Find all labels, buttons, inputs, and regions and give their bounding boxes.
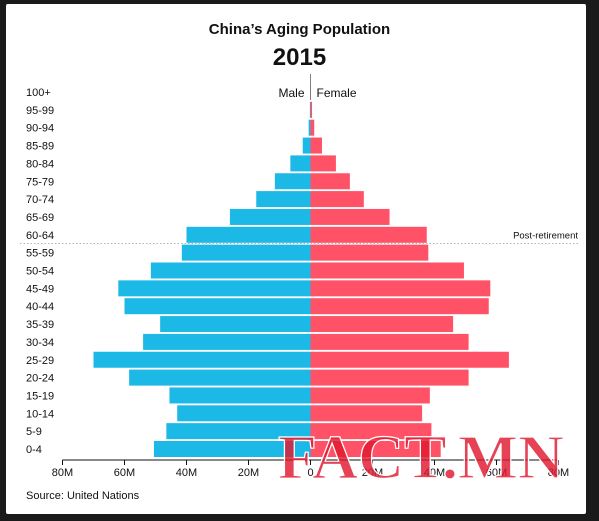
age-label: 10-14 xyxy=(26,408,54,420)
x-tick-label: 20M xyxy=(238,467,259,479)
chart-title: China’s Aging Population xyxy=(208,21,391,38)
bar-male-25-29 xyxy=(93,351,311,368)
bar-female-80-84 xyxy=(310,155,336,172)
age-label: 15-19 xyxy=(26,390,54,402)
bar-female-30-34 xyxy=(310,333,469,350)
x-tick-label: 40M xyxy=(424,467,445,479)
bar-female-25-29 xyxy=(310,351,509,368)
age-label: 50-54 xyxy=(26,266,54,278)
age-label: 65-69 xyxy=(26,212,54,224)
bar-male-50-54 xyxy=(150,262,311,279)
age-label: 0-4 xyxy=(26,444,42,456)
bar-male-45-49 xyxy=(118,280,311,297)
bar-male-20-24 xyxy=(129,369,311,386)
bar-female-70-74 xyxy=(310,191,364,208)
bar-male-85-89 xyxy=(302,137,311,154)
bar-female-85-89 xyxy=(310,137,322,154)
bar-female-65-69 xyxy=(310,208,390,225)
age-label: 20-24 xyxy=(26,373,54,385)
x-tick-label: 20M xyxy=(362,467,383,479)
bar-female-15-19 xyxy=(310,387,430,404)
age-label: 55-59 xyxy=(26,248,54,260)
bar-male-65-69 xyxy=(229,208,311,225)
bar-male-75-79 xyxy=(274,173,311,190)
bar-male-60-64 xyxy=(186,226,311,243)
chart-subtitle: 2015 xyxy=(272,44,327,71)
age-label: 75-79 xyxy=(26,176,54,188)
bar-female-90-94 xyxy=(310,119,315,136)
bar-male-5-9 xyxy=(166,423,311,440)
x-tick-label: 80M xyxy=(52,467,73,479)
age-label: 60-64 xyxy=(26,230,54,242)
bar-female-55-59 xyxy=(310,244,429,261)
bar-male-95-99 xyxy=(309,101,311,118)
bar-female-75-79 xyxy=(310,173,350,190)
legend-male: Male xyxy=(278,86,304,100)
bar-male-15-19 xyxy=(169,387,311,404)
bar-female-95-99 xyxy=(310,101,313,118)
legend-female: Female xyxy=(317,86,357,100)
bar-male-40-44 xyxy=(124,298,311,315)
bar-male-35-39 xyxy=(160,316,311,333)
x-tick-label: 40M xyxy=(176,467,197,479)
bar-female-35-39 xyxy=(310,316,454,333)
age-label: 25-29 xyxy=(26,355,54,367)
bar-male-80-84 xyxy=(290,155,311,172)
bar-female-10-14 xyxy=(310,405,423,422)
bar-female-40-44 xyxy=(310,298,489,315)
age-label: 35-39 xyxy=(26,319,54,331)
age-label: 5-9 xyxy=(26,426,42,438)
bar-male-0-4 xyxy=(153,441,311,457)
age-label: 80-84 xyxy=(26,158,54,170)
age-label: 40-44 xyxy=(26,301,54,313)
bar-male-10-14 xyxy=(177,405,311,422)
age-label: 90-94 xyxy=(26,123,54,135)
bar-female-20-24 xyxy=(310,369,469,386)
bar-female-5-9 xyxy=(310,423,432,440)
x-tick-label: 60M xyxy=(114,467,135,479)
age-label: 85-89 xyxy=(26,141,54,153)
age-label: 30-34 xyxy=(26,337,54,349)
bar-female-45-49 xyxy=(310,280,491,297)
age-label: 70-74 xyxy=(26,194,54,206)
bar-male-90-94 xyxy=(308,119,311,136)
source-note: Source: United Nations xyxy=(26,490,140,502)
bar-male-30-34 xyxy=(143,333,311,350)
x-tick-label: 60M xyxy=(486,467,507,479)
bar-female-60-64 xyxy=(310,226,427,243)
x-tick-label: 0 xyxy=(307,467,313,479)
x-tick-label: 80M xyxy=(548,467,569,479)
age-label: 100+ xyxy=(26,87,51,99)
bar-male-55-59 xyxy=(181,244,311,261)
age-label: 95-99 xyxy=(26,105,54,117)
age-label: 45-49 xyxy=(26,283,54,295)
bar-female-50-54 xyxy=(310,262,464,279)
bar-female-0-4 xyxy=(310,441,441,457)
bar-male-70-74 xyxy=(256,191,311,208)
post-retirement-label: Post-retirement xyxy=(513,231,578,242)
